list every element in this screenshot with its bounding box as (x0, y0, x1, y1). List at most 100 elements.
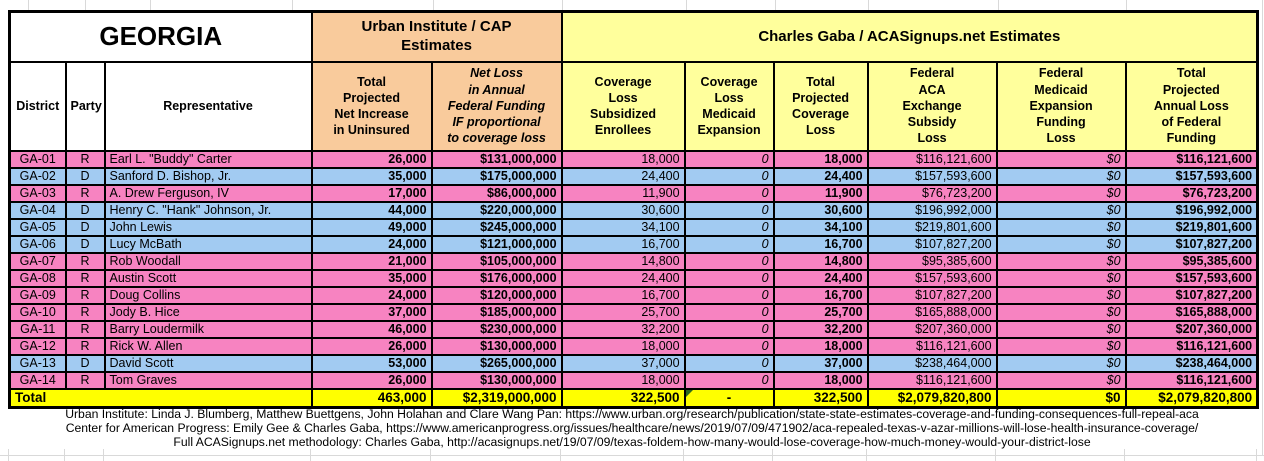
cell-coverage-loss-medicaid[interactable]: 0 (683, 200, 775, 220)
cell-coverage-loss-medicaid[interactable]: 0 (683, 319, 775, 339)
footnote-acasignups[interactable]: Full ACASignups.net methodology: Charles… (173, 435, 1091, 449)
cell-net-increase[interactable]: 35,000 (310, 268, 433, 288)
cell-coverage-loss-subsidized[interactable]: 30,600 (560, 200, 686, 220)
cell-party[interactable]: R (64, 370, 106, 390)
cell-aca-subsidy-loss[interactable]: $238,464,000 (866, 353, 998, 373)
cell-total-annual-loss[interactable]: $207,360,000 (1124, 319, 1259, 339)
state-title[interactable]: GEORGIA (8, 10, 313, 63)
cell-total-coverage-loss[interactable]: 32,200 (772, 319, 869, 339)
col-header-party[interactable]: Party (64, 60, 106, 152)
cell-coverage-loss-subsidized[interactable]: 11,900 (560, 183, 686, 203)
section-header-acasignups[interactable]: Charles Gaba / ACASignups.net Estimates (560, 10, 1259, 63)
cell-total-annual-loss[interactable]: $157,593,600 (1124, 268, 1259, 288)
cell-party[interactable]: R (64, 336, 106, 356)
cell-medicaid-funding-loss[interactable]: $0 (995, 319, 1127, 339)
col-header-total-coverage-loss[interactable]: Total Projected Coverage Loss (772, 60, 869, 152)
cell-district[interactable]: GA-05 (8, 217, 67, 237)
cell-total-coverage-loss[interactable]: 11,900 (772, 183, 869, 203)
cell-medicaid-funding-loss[interactable]: $0 (995, 200, 1127, 220)
cell-total-coverage-loss[interactable]: 24,400 (772, 268, 869, 288)
cell-representative[interactable]: Henry C. "Hank" Johnson, Jr. (103, 200, 313, 220)
cell-coverage-loss-medicaid[interactable]: 0 (683, 149, 775, 169)
cell-party[interactable]: R (64, 149, 106, 169)
cell-party[interactable]: D (64, 234, 106, 254)
cell-representative[interactable]: Doug Collins (103, 285, 313, 305)
cell-representative[interactable]: Earl L. "Buddy" Carter (103, 149, 313, 169)
cell-coverage-loss-subsidized[interactable]: 16,700 (560, 234, 686, 254)
cell-medicaid-funding-loss[interactable]: $0 (995, 336, 1127, 356)
cell-net-loss[interactable]: $175,000,000 (430, 166, 563, 186)
cell-coverage-loss-medicaid[interactable]: 0 (683, 183, 775, 203)
cell-medicaid-funding-loss[interactable]: $0 (995, 353, 1127, 373)
col-header-district[interactable]: District (8, 60, 67, 152)
cell-coverage-loss-medicaid[interactable]: 0 (683, 370, 775, 390)
cell-aca-subsidy-loss[interactable]: $116,121,600 (866, 336, 998, 356)
cell-coverage-loss-subsidized[interactable]: 25,700 (560, 302, 686, 322)
cell-representative[interactable]: Rob Woodall (103, 251, 313, 271)
cell-total-coverage-loss[interactable]: 16,700 (772, 285, 869, 305)
cell-total-annual-loss[interactable]: $157,593,600 (1124, 166, 1259, 186)
col-header-medicaid-funding-loss[interactable]: Federal Medicaid Expansion Funding Loss (995, 60, 1127, 152)
footnote-urban-institute[interactable]: Urban Institute: Linda J. Blumberg, Matt… (65, 407, 1199, 421)
cell-total-annual-loss[interactable]: $219,801,600 (1124, 217, 1259, 237)
total-label[interactable]: Total (8, 387, 313, 409)
cell-coverage-loss-medicaid[interactable]: 0 (683, 268, 775, 288)
cell-coverage-loss-subsidized[interactable]: 14,800 (560, 251, 686, 271)
cell-party[interactable]: R (64, 183, 106, 203)
cell-district[interactable]: GA-12 (8, 336, 67, 356)
cell-coverage-loss-subsidized[interactable]: 34,100 (560, 217, 686, 237)
cell-net-loss[interactable]: $86,000,000 (430, 183, 563, 203)
footnote-cap[interactable]: Center for American Progress: Emily Gee … (65, 421, 1199, 435)
cell-net-loss[interactable]: $130,000,000 (430, 370, 563, 390)
cell-total-annual-loss[interactable]: $107,827,200 (1124, 234, 1259, 254)
cell-coverage-loss-subsidized[interactable]: 32,200 (560, 319, 686, 339)
section-header-urban-institute[interactable]: Urban Institute / CAP Estimates (310, 10, 563, 63)
cell-representative[interactable]: Sanford D. Bishop, Jr. (103, 166, 313, 186)
cell-district[interactable]: GA-08 (8, 268, 67, 288)
cell-district[interactable]: GA-01 (8, 149, 67, 169)
total-aca-subsidy-loss[interactable]: $2,079,820,800 (866, 387, 998, 409)
cell-medicaid-funding-loss[interactable]: $0 (995, 217, 1127, 237)
cell-net-loss[interactable]: $220,000,000 (430, 200, 563, 220)
total-medicaid-funding-loss[interactable]: $0 (995, 387, 1127, 409)
cell-party[interactable]: R (64, 268, 106, 288)
cell-total-coverage-loss[interactable]: 18,000 (772, 370, 869, 390)
cell-total-annual-loss[interactable]: $196,992,000 (1124, 200, 1259, 220)
cell-coverage-loss-subsidized[interactable]: 24,400 (560, 268, 686, 288)
cell-net-loss[interactable]: $265,000,000 (430, 353, 563, 373)
cell-representative[interactable]: Austin Scott (103, 268, 313, 288)
cell-coverage-loss-medicaid[interactable]: 0 (683, 234, 775, 254)
cell-representative[interactable]: Rick W. Allen (103, 336, 313, 356)
cell-representative[interactable]: Barry Loudermilk (103, 319, 313, 339)
cell-party[interactable]: D (64, 166, 106, 186)
cell-medicaid-funding-loss[interactable]: $0 (995, 268, 1127, 288)
total-net-loss[interactable]: $2,319,000,000 (430, 387, 563, 409)
cell-total-annual-loss[interactable]: $107,827,200 (1124, 285, 1259, 305)
cell-net-increase[interactable]: 24,000 (310, 285, 433, 305)
cell-total-coverage-loss[interactable]: 14,800 (772, 251, 869, 271)
col-header-coverage-loss-subsidized[interactable]: Coverage Loss Subsidized Enrollees (560, 60, 686, 152)
cell-coverage-loss-subsidized[interactable]: 18,000 (560, 149, 686, 169)
cell-net-loss[interactable]: $185,000,000 (430, 302, 563, 322)
cell-medicaid-funding-loss[interactable]: $0 (995, 234, 1127, 254)
cell-district[interactable]: GA-02 (8, 166, 67, 186)
total-coverage-loss-subsidized[interactable]: 322,500 (560, 387, 686, 409)
cell-coverage-loss-subsidized[interactable]: 18,000 (560, 370, 686, 390)
cell-net-loss[interactable]: $131,000,000 (430, 149, 563, 169)
cell-net-increase[interactable]: 44,000 (310, 200, 433, 220)
cell-aca-subsidy-loss[interactable]: $165,888,000 (866, 302, 998, 322)
cell-party[interactable]: R (64, 319, 106, 339)
cell-aca-subsidy-loss[interactable]: $157,593,600 (866, 166, 998, 186)
cell-net-increase[interactable]: 24,000 (310, 234, 433, 254)
cell-total-coverage-loss[interactable]: 18,000 (772, 149, 869, 169)
col-header-aca-subsidy-loss[interactable]: Federal ACA Exchange Subsidy Loss (866, 60, 998, 152)
cell-medicaid-funding-loss[interactable]: $0 (995, 149, 1127, 169)
cell-aca-subsidy-loss[interactable]: $76,723,200 (866, 183, 998, 203)
cell-representative[interactable]: A. Drew Ferguson, IV (103, 183, 313, 203)
cell-total-annual-loss[interactable]: $95,385,600 (1124, 251, 1259, 271)
cell-total-coverage-loss[interactable]: 34,100 (772, 217, 869, 237)
cell-net-loss[interactable]: $176,000,000 (430, 268, 563, 288)
cell-net-increase[interactable]: 49,000 (310, 217, 433, 237)
cell-coverage-loss-medicaid[interactable]: 0 (683, 166, 775, 186)
cell-district[interactable]: GA-03 (8, 183, 67, 203)
